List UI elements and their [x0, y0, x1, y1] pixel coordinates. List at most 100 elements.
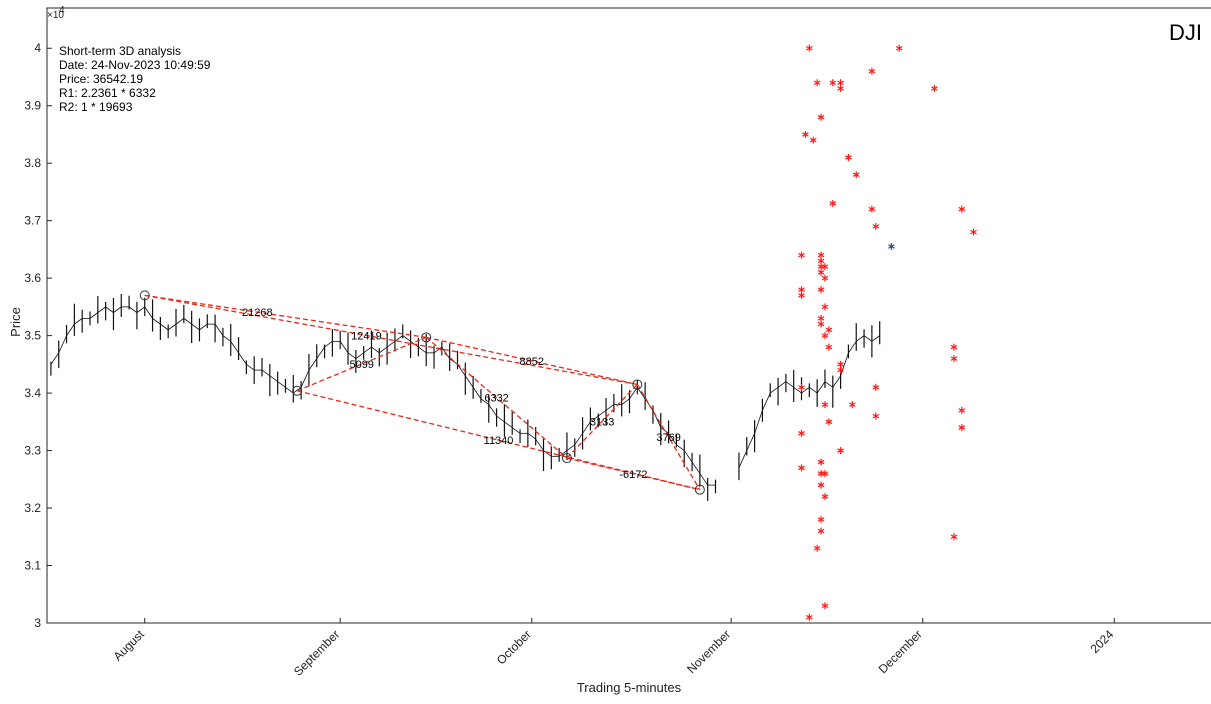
price-link — [785, 381, 794, 388]
price-link — [566, 444, 576, 451]
projection-marker — [868, 67, 876, 75]
pattern-segment — [566, 457, 701, 491]
price-link — [441, 346, 450, 359]
price-link — [355, 352, 364, 359]
price-link — [535, 438, 544, 451]
projection-marker — [950, 355, 958, 363]
price-link — [214, 323, 224, 336]
symbol-label: DJI — [1169, 20, 1202, 45]
info-line: Date: 24-Nov-2023 10:49:59 — [59, 58, 211, 72]
price-link — [691, 461, 701, 474]
x-tick-label: December — [876, 627, 925, 676]
price-link — [770, 387, 779, 394]
projection-marker — [821, 602, 829, 610]
price-link — [699, 473, 709, 486]
price-link — [574, 433, 583, 446]
price-link — [605, 404, 615, 411]
y-tick-label: 3.5 — [24, 329, 41, 343]
price-link — [136, 306, 145, 313]
price-link — [144, 306, 153, 319]
projection-marker — [837, 447, 844, 455]
projection-marker — [798, 291, 805, 299]
y-tick-label: 3.2 — [24, 501, 41, 515]
price-link — [621, 398, 630, 405]
pivot-point — [139, 290, 150, 301]
projection-marker — [895, 44, 903, 52]
price-link — [472, 387, 482, 400]
pattern-segment — [566, 384, 638, 459]
projection-marker — [872, 222, 880, 230]
price-link — [793, 387, 802, 394]
pivot-point — [292, 385, 303, 396]
projection-marker — [852, 171, 860, 179]
pattern-segment — [144, 294, 427, 338]
price-link — [816, 381, 826, 394]
price-link — [66, 323, 75, 336]
projection-marker — [817, 516, 825, 524]
projection-marker — [817, 481, 825, 489]
price-link — [50, 352, 60, 365]
price-link — [230, 341, 239, 354]
price-link — [660, 427, 669, 434]
projection-marker — [798, 429, 805, 437]
plot-frame — [46, 7, 1211, 624]
price-link — [105, 306, 114, 313]
x-tick-label: October — [494, 627, 534, 667]
info-line: Short-term 3D analysis — [59, 44, 181, 58]
projection-marker — [806, 44, 813, 52]
price-link — [668, 433, 677, 446]
y-axis-label: Price — [8, 307, 23, 337]
price-link — [801, 387, 810, 394]
price-link — [762, 392, 771, 411]
y-tick-label: 3.7 — [24, 214, 41, 228]
price-link — [480, 398, 489, 405]
y-tick-label: 4 — [34, 41, 41, 55]
projection-marker — [821, 274, 829, 282]
projection-marker — [958, 424, 966, 432]
price-link — [464, 375, 474, 388]
price-link — [152, 318, 161, 325]
projection-marker — [813, 544, 821, 552]
y-exponent-base: ×10 — [47, 10, 64, 21]
segment-label: 6332 — [484, 393, 508, 405]
price-link — [238, 352, 247, 365]
price-link — [363, 346, 372, 354]
price-link — [160, 323, 169, 331]
price-link — [175, 318, 185, 325]
projection-marker — [931, 84, 938, 92]
price-link — [511, 427, 521, 434]
price-link — [339, 341, 349, 354]
y-tick-label: 3.9 — [24, 99, 41, 113]
projection-marker — [798, 251, 805, 259]
pivot-point — [421, 332, 432, 343]
price-link — [167, 323, 177, 331]
price-link — [676, 444, 685, 451]
segment-label: 5099 — [349, 359, 373, 371]
x-tick-label: 2024 — [1088, 627, 1117, 656]
x-tick-label: August — [111, 627, 148, 664]
price-link — [433, 346, 443, 354]
projection-marker — [813, 79, 821, 87]
projection-marker — [829, 79, 837, 87]
price-link — [394, 335, 403, 342]
price-link — [848, 341, 857, 354]
segment-label: -6172 — [619, 469, 647, 481]
pattern-lines: 12419 21268 5099 11340 6332 8852 3133 3769 -6172 — [139, 290, 705, 495]
current-projection-marker — [888, 243, 895, 251]
projection-marker — [817, 113, 825, 121]
projection-marker — [950, 343, 958, 351]
price-link — [347, 352, 357, 359]
price-link — [558, 450, 568, 457]
price-link — [269, 375, 278, 382]
projection-marker — [821, 493, 829, 501]
projection-marker — [837, 366, 844, 374]
price-link — [504, 421, 513, 428]
projection-marker — [821, 303, 829, 311]
y-tick-label: 3.3 — [24, 444, 41, 458]
projection-marker — [825, 343, 833, 351]
projection-marker — [958, 406, 966, 414]
projection-marker — [872, 383, 880, 391]
segment-label: 12419 — [351, 330, 382, 342]
pattern-segment — [144, 294, 638, 386]
projection-marker — [817, 286, 825, 294]
